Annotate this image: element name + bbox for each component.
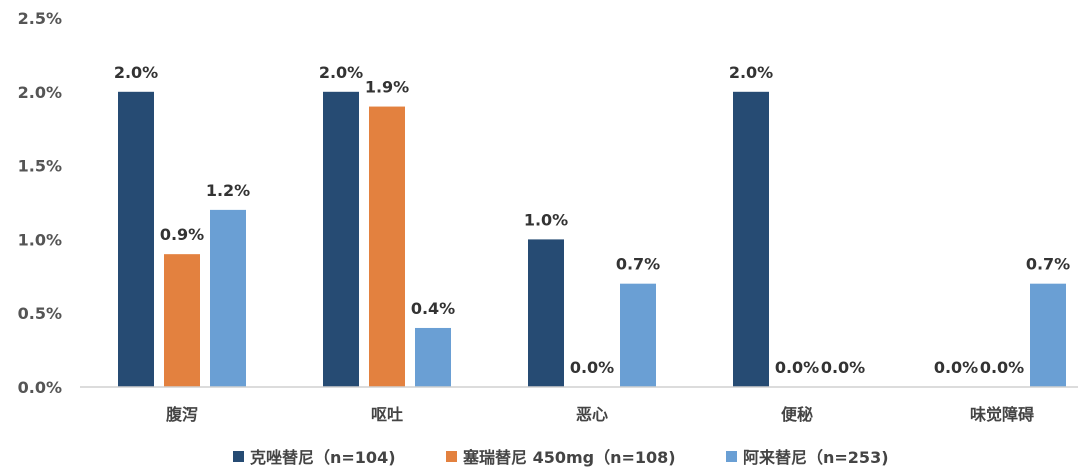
bar [118, 91, 154, 388]
x-tick-label: 便秘 [781, 405, 813, 424]
data-label: 0.9% [160, 225, 204, 244]
data-label: 0.0% [821, 358, 865, 377]
data-label: 0.7% [616, 255, 660, 274]
data-label: 0.0% [934, 358, 978, 377]
x-tick-label: 腹泻 [166, 405, 198, 424]
x-tick-label: 呕吐 [371, 405, 403, 424]
data-label: 0.0% [980, 358, 1024, 377]
y-tick-label: 0.0% [18, 378, 62, 397]
y-tick-label: 2.0% [18, 83, 62, 102]
bar [369, 106, 405, 387]
data-label: 2.0% [114, 63, 158, 82]
data-label: 1.0% [524, 210, 568, 229]
x-tick-label: 恶心 [576, 405, 608, 424]
data-label: 0.7% [1026, 255, 1070, 274]
bars [118, 91, 1066, 388]
bar [415, 327, 451, 387]
legend-swatch [726, 451, 737, 462]
data-label: 0.0% [570, 358, 614, 377]
legend-swatch [233, 451, 244, 462]
data-label: 0.4% [411, 299, 455, 318]
bar [210, 209, 246, 387]
data-label: 0.0% [775, 358, 819, 377]
data-labels: 2.0%0.9%1.2%2.0%1.9%0.4%1.0%0.0%0.7%2.0%… [114, 63, 1070, 377]
bar [323, 91, 359, 388]
data-label: 2.0% [319, 63, 363, 82]
bar [528, 239, 564, 387]
y-tick-label: 1.5% [18, 157, 62, 176]
y-tick-label: 0.5% [18, 304, 62, 323]
legend-label: 塞瑞替尼 450mg（n=108) [463, 448, 676, 467]
y-axis: 0.0% 0.5% 1.0% 1.5% 2.0% 2.5% [18, 9, 62, 397]
y-tick-label: 2.5% [18, 9, 62, 28]
legend-label: 阿来替尼（n=253) [743, 448, 889, 467]
x-axis: 腹泻 呕吐 恶心 便秘 味觉障碍 [166, 405, 1034, 424]
data-label: 2.0% [729, 63, 773, 82]
data-label: 1.2% [206, 181, 250, 200]
legend: 克唑替尼（n=104) 塞瑞替尼 450mg（n=108) 阿来替尼（n=253) [233, 448, 889, 467]
data-label: 1.9% [365, 78, 409, 97]
bar [164, 254, 200, 387]
legend-label: 克唑替尼（n=104) [250, 448, 396, 467]
x-tick-label: 味觉障碍 [970, 405, 1034, 424]
bar [1030, 283, 1066, 387]
bar [733, 91, 769, 388]
legend-swatch [446, 451, 457, 462]
bar [620, 283, 656, 387]
y-tick-label: 1.0% [18, 230, 62, 249]
